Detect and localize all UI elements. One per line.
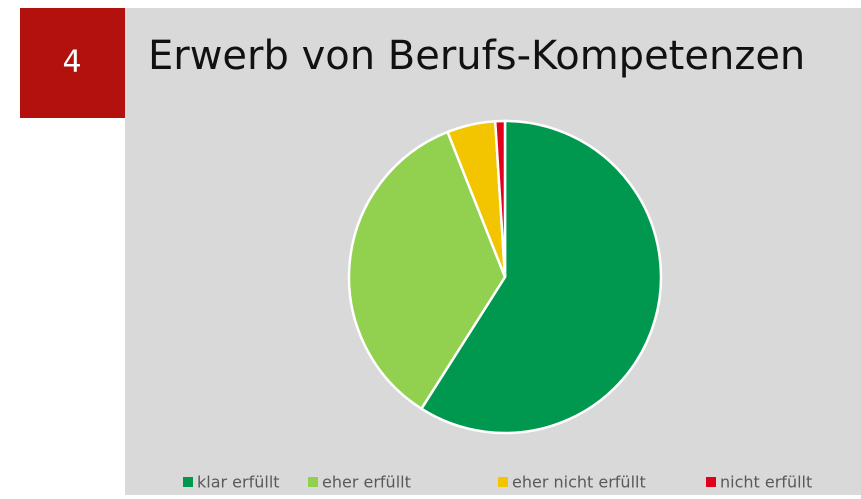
badge-number: 4 [62,45,81,80]
legend-swatch [308,477,318,487]
pie-slice [493,119,507,278]
badge-box [20,8,125,118]
legend-swatch [498,477,508,487]
legend-label: eher erfüllt [322,473,411,492]
legend-swatch [183,477,193,487]
legend-label: nicht erfüllt [720,473,812,492]
legend-label: klar erfüllt [197,473,280,492]
pie-slice [347,130,507,411]
legend-swatch [706,477,716,487]
chart-title: Erwerb von Berufs-Kompetenzen [148,33,805,79]
legend-label: eher nicht erfüllt [512,473,646,492]
pie-slice [419,119,663,435]
